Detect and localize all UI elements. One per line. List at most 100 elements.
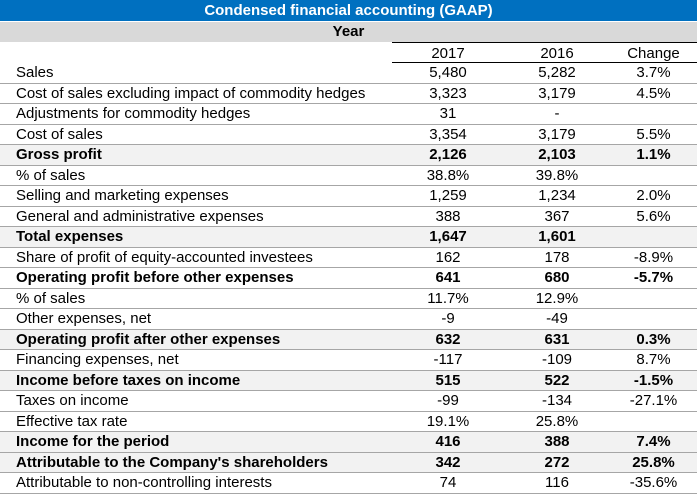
row-label: Cost of sales: [0, 124, 392, 145]
value-change: 8.7%: [610, 349, 697, 371]
row-label: Taxes on income: [0, 390, 392, 412]
value-2017: -9: [392, 308, 504, 330]
value-2017: 3,323: [392, 83, 504, 104]
value-2016: 25.8%: [504, 411, 610, 432]
table-row: Selling and marketing expenses 1,259 1,234…: [0, 185, 697, 207]
value-2016: 1,601: [504, 226, 610, 248]
value-change: [610, 411, 697, 432]
table-row: Operating profit after other expenses 632…: [0, 329, 697, 350]
row-label: General and administrative expenses: [0, 206, 392, 227]
row-label: Operating profit after other expenses: [0, 329, 392, 350]
table-row: Cost of sales 3,354 3,179 5.5%: [0, 124, 697, 145]
value-change: 25.8%: [610, 452, 697, 473]
value-change: 3.7%: [610, 63, 697, 84]
value-2017: 388: [392, 206, 504, 227]
table-row: Operating profit before other expenses 64…: [0, 267, 697, 289]
row-label: Attributable to non-controlling interest…: [0, 472, 392, 494]
year-header: Year: [0, 22, 697, 42]
column-header-row: 2017 2016 Change: [0, 42, 697, 63]
value-change: 5.6%: [610, 206, 697, 227]
value-change: -1.5%: [610, 370, 697, 391]
value-change: [610, 103, 697, 125]
row-label: Share of profit of equity-accounted inve…: [0, 247, 392, 268]
value-change: 1.1%: [610, 144, 697, 166]
value-2016: 1,234: [504, 185, 610, 207]
row-label: Sales: [0, 63, 392, 84]
value-2016: 631: [504, 329, 610, 350]
table-row: Cost of sales excluding impact of commod…: [0, 83, 697, 104]
row-label: Total expenses: [0, 226, 392, 248]
value-2017: 3,354: [392, 124, 504, 145]
column-header-2016: 2016: [540, 45, 574, 62]
row-label: Cost of sales excluding impact of commod…: [0, 83, 392, 104]
value-change: 4.5%: [610, 83, 697, 104]
value-change: [610, 226, 697, 248]
value-2016: 680: [504, 267, 610, 289]
value-change: -27.1%: [610, 390, 697, 412]
table-row: Sales 5,480 5,282 3.7%: [0, 63, 697, 84]
value-change: 2.0%: [610, 185, 697, 207]
value-2017: 641: [392, 267, 504, 289]
value-2017: 515: [392, 370, 504, 391]
value-change: -35.6%: [610, 472, 697, 494]
value-2016: 367: [504, 206, 610, 227]
value-2016: -134: [504, 390, 610, 412]
row-label: Gross profit: [0, 144, 392, 166]
value-change: 7.4%: [610, 431, 697, 453]
financial-table: Sales 5,480 5,282 3.7% Cost of sales excludi…: [0, 63, 697, 494]
column-header-change: Change: [627, 45, 680, 62]
table-row: % of sales 38.8% 39.8%: [0, 165, 697, 186]
value-change: [610, 288, 697, 309]
value-change: [610, 165, 697, 186]
value-2016: 522: [504, 370, 610, 391]
value-2017: 162: [392, 247, 504, 268]
value-2017: 5,480: [392, 63, 504, 84]
value-2016: 39.8%: [504, 165, 610, 186]
table-row: Adjustments for commodity hedges 31-: [0, 103, 697, 125]
value-2016: 12.9%: [504, 288, 610, 309]
row-label: Operating profit before other expenses: [0, 267, 392, 289]
table-row: Gross profit 2,126 2,103 1.1%: [0, 144, 697, 166]
value-2017: -99: [392, 390, 504, 412]
table-row: Share of profit of equity-accounted inve…: [0, 247, 697, 268]
value-2017: 632: [392, 329, 504, 350]
column-header-2017: 2017: [431, 45, 465, 62]
value-change: -5.7%: [610, 267, 697, 289]
value-2016: -: [504, 103, 610, 125]
row-label: Adjustments for commodity hedges: [0, 103, 392, 125]
table-row: Income before taxes on income 515 522 -1.5%: [0, 370, 697, 391]
value-2017: 31: [392, 103, 504, 125]
row-label: Effective tax rate: [0, 411, 392, 432]
value-2016: 178: [504, 247, 610, 268]
value-2017: 19.1%: [392, 411, 504, 432]
row-label: Selling and marketing expenses: [0, 185, 392, 207]
table-row: Income for the period 416 388 7.4%: [0, 431, 697, 453]
row-label: % of sales: [0, 288, 392, 309]
financial-table-body: Sales 5,480 5,282 3.7% Cost of sales excludi…: [0, 63, 697, 494]
table-row: % of sales 11.7% 12.9%: [0, 288, 697, 309]
table-row: Other expenses, net -9 -49: [0, 308, 697, 330]
value-2017: 1,647: [392, 226, 504, 248]
table-row: Effective tax rate 19.1% 25.8%: [0, 411, 697, 432]
value-2016: 5,282: [504, 63, 610, 84]
value-2017: 11.7%: [392, 288, 504, 309]
row-label: Financing expenses, net: [0, 349, 392, 371]
value-2017: 74: [392, 472, 504, 494]
value-2016: 3,179: [504, 83, 610, 104]
value-2016: -109: [504, 349, 610, 371]
value-2017: 2,126: [392, 144, 504, 166]
value-change: -8.9%: [610, 247, 697, 268]
value-change: 0.3%: [610, 329, 697, 350]
label-header-spacer: [0, 42, 392, 63]
value-2016: 3,179: [504, 124, 610, 145]
value-change: [610, 308, 697, 330]
value-2017: -117: [392, 349, 504, 371]
table-row: Total expenses 1,647 1,601: [0, 226, 697, 248]
table-row: General and administrative expenses 388 36…: [0, 206, 697, 227]
row-label: % of sales: [0, 165, 392, 186]
value-2016: -49: [504, 308, 610, 330]
table-row: Attributable to the Company's shareholde…: [0, 452, 697, 473]
value-2017: 1,259: [392, 185, 504, 207]
table-row: Attributable to non-controlling interest…: [0, 472, 697, 494]
table-title: Condensed financial accounting (GAAP): [0, 0, 697, 22]
